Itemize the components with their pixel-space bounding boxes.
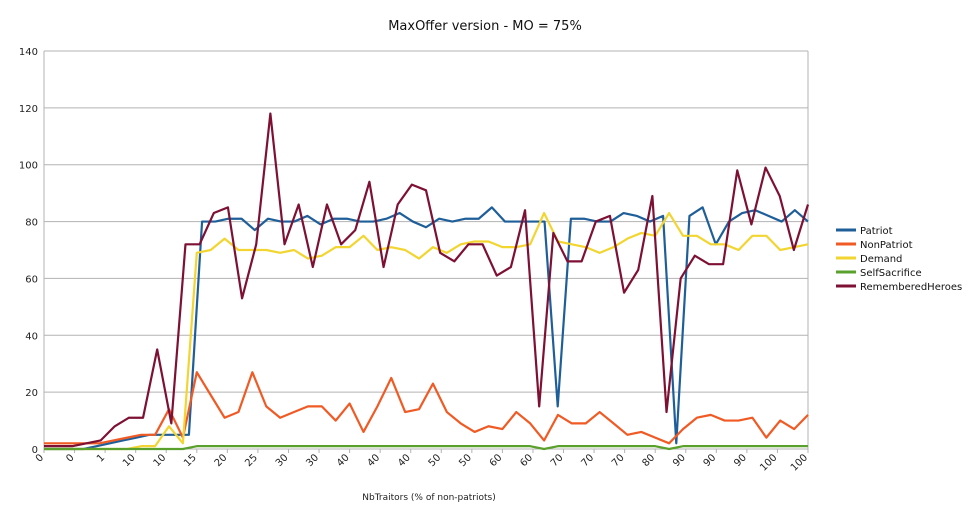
- x-axis-title: NbTraitors (% of non-patriots): [362, 493, 495, 503]
- x-tick-label: 40: [365, 452, 382, 469]
- legend-label: RememberedHeroes: [860, 282, 962, 293]
- x-tick-label: 70: [549, 452, 566, 469]
- y-tick-label: 120: [19, 104, 38, 115]
- y-tick-label: 60: [25, 274, 38, 285]
- x-tick-label: 15: [182, 452, 199, 469]
- y-tick-label: 80: [25, 218, 38, 229]
- legend-label: NonPatriot: [860, 240, 913, 251]
- x-tick-label: 60: [488, 452, 505, 469]
- x-axis-ticks: 0 0 1 10 10 15 20 25 30 30 40 40 40 50 50 60 60 70 70 70 80 9…: [34, 452, 810, 473]
- y-tick-label: 20: [25, 388, 38, 399]
- gridlines: [43, 50, 809, 453]
- legend-label: Patriot: [860, 226, 893, 237]
- x-tick-label: 60: [518, 452, 535, 469]
- x-tick-label: 40: [335, 452, 352, 469]
- x-tick-label: 30: [304, 452, 321, 469]
- chart-title: MaxOffer version - MO = 75%: [388, 19, 582, 34]
- x-tick-label: 1: [95, 452, 107, 464]
- x-tick-label: 100: [758, 452, 779, 473]
- series-line-selfsacrifice: [44, 445, 808, 451]
- x-tick-label: 25: [243, 452, 260, 469]
- y-tick-label: 40: [25, 331, 38, 342]
- series-line-nonpatriot: [44, 371, 809, 445]
- x-tick-label: 0: [34, 452, 46, 464]
- x-tick-label: 10: [152, 452, 169, 469]
- legend-label: Demand: [860, 254, 902, 265]
- x-tick-label: 90: [732, 452, 749, 469]
- x-tick-label: 50: [427, 452, 444, 469]
- x-tick-label: 70: [579, 452, 596, 469]
- x-tick-label: 30: [274, 452, 291, 469]
- x-tick-label: 90: [702, 452, 719, 469]
- x-tick-label: 80: [641, 452, 658, 469]
- y-tick-label: 140: [19, 47, 38, 58]
- x-tick-label: 100: [789, 452, 810, 473]
- x-tick-label: 40: [396, 452, 413, 469]
- y-axis-ticks: 0 20 40 60 80 100 120 140: [19, 47, 38, 456]
- x-tick-label: 20: [213, 452, 230, 469]
- series-line-patriot: [44, 206, 809, 451]
- x-tick-label: 70: [610, 452, 627, 469]
- y-tick-label: 100: [19, 161, 38, 172]
- series-line-demand: [44, 211, 809, 451]
- x-tick-label: 90: [671, 452, 688, 469]
- series-lines: [44, 112, 810, 451]
- x-tick-label: 50: [457, 452, 474, 469]
- series-line-rememberedheroes: [44, 112, 810, 448]
- y-tick-label: 0: [32, 445, 38, 456]
- x-tick-label: 0: [64, 452, 76, 464]
- legend: Patriot NonPatriot Demand SelfSacrifice Reme…: [836, 226, 962, 293]
- legend-label: SelfSacrifice: [860, 268, 922, 279]
- x-tick-label: 10: [121, 452, 138, 469]
